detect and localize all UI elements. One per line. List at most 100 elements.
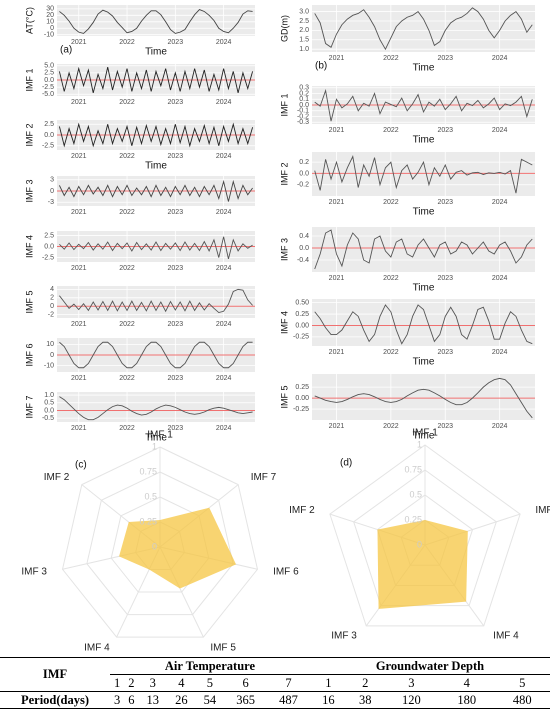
x-tick-label: 2021: [71, 425, 87, 432]
x-tick-label: 2022: [383, 127, 399, 134]
radar-axis-label: IMF 1: [412, 428, 438, 439]
radar-axis-label: IMF 7: [251, 472, 277, 483]
period-value: 120: [402, 692, 421, 707]
period-value: 26: [175, 692, 188, 707]
y-axis-title: GD(m): [279, 15, 289, 42]
radar-tick-label: 0: [152, 541, 157, 551]
y-tick-label: 3.0: [299, 8, 309, 15]
group-header: Groundwater Depth: [309, 657, 550, 675]
y-tick-label: 10: [46, 341, 54, 348]
radar-axis-label: IMF 3: [331, 630, 357, 641]
y-tick-label: 0.0: [44, 243, 54, 250]
y-axis-title: IMF 4: [279, 311, 289, 334]
y-tick-label: 0.5: [44, 400, 54, 407]
x-tick-label: 2021: [71, 321, 87, 328]
radar-axis-label: IMF 2: [289, 505, 315, 516]
x-tick-label: 2022: [119, 153, 135, 160]
x-tick-label: 2022: [383, 199, 399, 206]
period-value: 6: [128, 692, 135, 707]
x-tick-label: 2023: [437, 127, 453, 134]
x-axis-title: Time: [413, 431, 435, 442]
x-axis-title: Time: [145, 433, 167, 444]
imf-number: 7: [285, 675, 292, 690]
x-tick-label: 2022: [119, 265, 135, 272]
x-tick-label: 2023: [437, 55, 453, 62]
x-tick-label: 2024: [216, 265, 232, 272]
radar-axis-label: IMF 1: [147, 430, 173, 441]
series-line: [314, 7, 533, 51]
y-axis-title: IMF 7: [24, 395, 34, 418]
panel-label: (b): [315, 61, 327, 72]
imf-number: 4: [463, 675, 470, 690]
panel-background: [312, 374, 535, 420]
y-tick-label: -0.25: [293, 406, 309, 413]
imf-number: 4: [178, 675, 185, 690]
y-tick-label: 2: [50, 295, 54, 302]
series-line: [314, 304, 533, 345]
x-tick-label: 2022: [383, 349, 399, 356]
radar-tick-label: 0.25: [404, 514, 422, 524]
header-row: IMF Air Temperature Groundwater Depth: [0, 657, 550, 681]
header-cell: IMF: [42, 667, 68, 681]
x-tick-label: 2024: [492, 349, 508, 356]
period-value: 38: [359, 692, 372, 707]
x-tick-label: 2021: [71, 375, 87, 382]
x-tick-label: 2024: [492, 423, 508, 430]
x-tick-label: 2023: [437, 275, 453, 282]
imf-number: 2: [362, 675, 369, 690]
x-axis-title: Time: [413, 135, 435, 146]
x-tick-label: 2022: [383, 55, 399, 62]
y-axis-title: IMF 5: [279, 385, 289, 408]
y-axis-title: IMF 2: [279, 162, 289, 185]
y-axis-title: IMF 2: [24, 123, 34, 146]
y-tick-label: -10: [44, 362, 54, 369]
radar-axis-label: IMF 5: [535, 505, 550, 516]
x-tick-label: 2023: [168, 321, 184, 328]
panel-background: [57, 5, 255, 36]
x-tick-label: 2022: [119, 39, 135, 46]
panel-background: [312, 152, 535, 196]
y-axis-title: IMF 3: [24, 179, 34, 202]
x-tick-label: 2023: [168, 425, 184, 432]
period-value: 54: [203, 692, 217, 707]
y-tick-label: 0.25: [295, 384, 309, 391]
y-tick-label: 0.2: [299, 159, 309, 166]
y-tick-label: 3: [50, 177, 54, 184]
period-value: 13: [146, 692, 160, 707]
x-tick-label: 2023: [437, 423, 453, 430]
series-line: [314, 155, 533, 194]
panel-label: (a): [60, 45, 72, 56]
x-tick-label: 2024: [216, 39, 232, 46]
radar-grid: [86, 471, 234, 616]
x-tick-label: 2021: [71, 265, 87, 272]
panel-background: [312, 5, 535, 52]
y-tick-label: 0.0: [44, 77, 54, 84]
radar-tick-label: 1: [152, 441, 157, 451]
y-tick-label: 0: [50, 25, 54, 32]
y-tick-label: 0.0: [299, 170, 309, 177]
x-tick-label: 2024: [216, 99, 232, 106]
series-line: [58, 122, 254, 148]
imf-number: 3: [149, 675, 156, 690]
x-tick-label: 2021: [329, 127, 345, 134]
y-tick-label: 0.4: [299, 233, 309, 240]
x-tick-label: 2023: [168, 375, 184, 382]
y-tick-label: -0.2: [297, 113, 309, 120]
x-tick-label: 2024: [492, 55, 508, 62]
period-value: 365: [236, 692, 255, 707]
x-tick-label: 2021: [71, 209, 87, 216]
y-axis-title: IMF 1: [24, 68, 34, 91]
radar-tick-label: 0.75: [139, 466, 157, 476]
x-tick-label: 2024: [492, 275, 508, 282]
x-tick-label: 2023: [437, 349, 453, 356]
x-tick-label: 2023: [168, 39, 184, 46]
x-tick-label: 2024: [216, 153, 232, 160]
x-tick-label: 2022: [119, 425, 135, 432]
y-axis-title: IMF 3: [279, 238, 289, 261]
period-value: 480: [512, 692, 532, 707]
y-tick-label: 1.0: [299, 46, 309, 53]
radar-axis-label: IMF 4: [84, 643, 110, 654]
imf-number: 5: [519, 675, 526, 690]
x-tick-label: 2022: [119, 375, 135, 382]
